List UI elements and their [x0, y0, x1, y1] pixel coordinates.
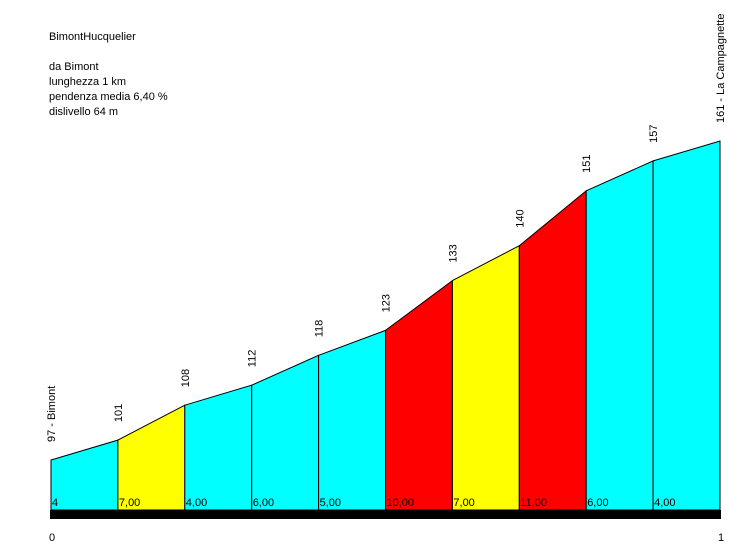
segment-gradient-label: 10,00 [387, 497, 415, 509]
average-gradient: pendenza media 6,40 % [49, 91, 168, 103]
climb-length: lunghezza 1 km [49, 76, 127, 88]
profile-segment [117, 404, 186, 511]
segment-gradient-label: 4,00 [186, 497, 207, 509]
segment-gradient-label: 7,00 [453, 497, 474, 509]
altitude-label: 118 [314, 320, 326, 338]
altitude-label: 157 [648, 125, 660, 143]
elevation-gain: dislivello 64 m [49, 106, 119, 118]
profile-info: BimontHucquelier da Bimont lunghezza 1 k… [49, 30, 168, 120]
profile-segment [385, 279, 453, 511]
profile-segment [652, 140, 721, 511]
segment-gradient-label: 7,00 [119, 497, 140, 509]
altitude-label: 101 [113, 404, 125, 422]
altitude-label: 123 [381, 294, 393, 312]
segment-gradient-label: 6,00 [587, 497, 608, 509]
segment-gradient-label: 4,00 [654, 497, 675, 509]
profile-segment [50, 439, 119, 511]
profile-segment [184, 384, 253, 511]
profile-segment [451, 244, 520, 511]
profile-segment [318, 329, 386, 511]
segment-gradient-label: 4 [52, 497, 58, 509]
profile-segment [251, 354, 320, 511]
altitude-label: 97 - Bimont [46, 386, 58, 442]
altitude-label: 108 [180, 369, 192, 387]
start-location: da Bimont [49, 61, 99, 73]
altitude-label: 112 [247, 350, 259, 368]
altitude-label: 151 [581, 154, 593, 172]
segment-gradient-label: 11,00 [520, 497, 547, 509]
distance-end-label: 1 [718, 532, 724, 544]
profile-segment [518, 189, 587, 511]
segment-gradient-label: 6,00 [253, 497, 274, 509]
altitude-label: 161 - La Campagnette [715, 14, 727, 123]
distance-start-label: 0 [49, 532, 55, 544]
baseline-bar [50, 510, 721, 519]
profile-segment [585, 160, 654, 511]
profile-title: BimontHucquelier [49, 31, 136, 43]
segment-gradient-label: 5,00 [320, 497, 341, 509]
altitude-label: 133 [447, 244, 459, 262]
altitude-label: 140 [514, 209, 526, 227]
